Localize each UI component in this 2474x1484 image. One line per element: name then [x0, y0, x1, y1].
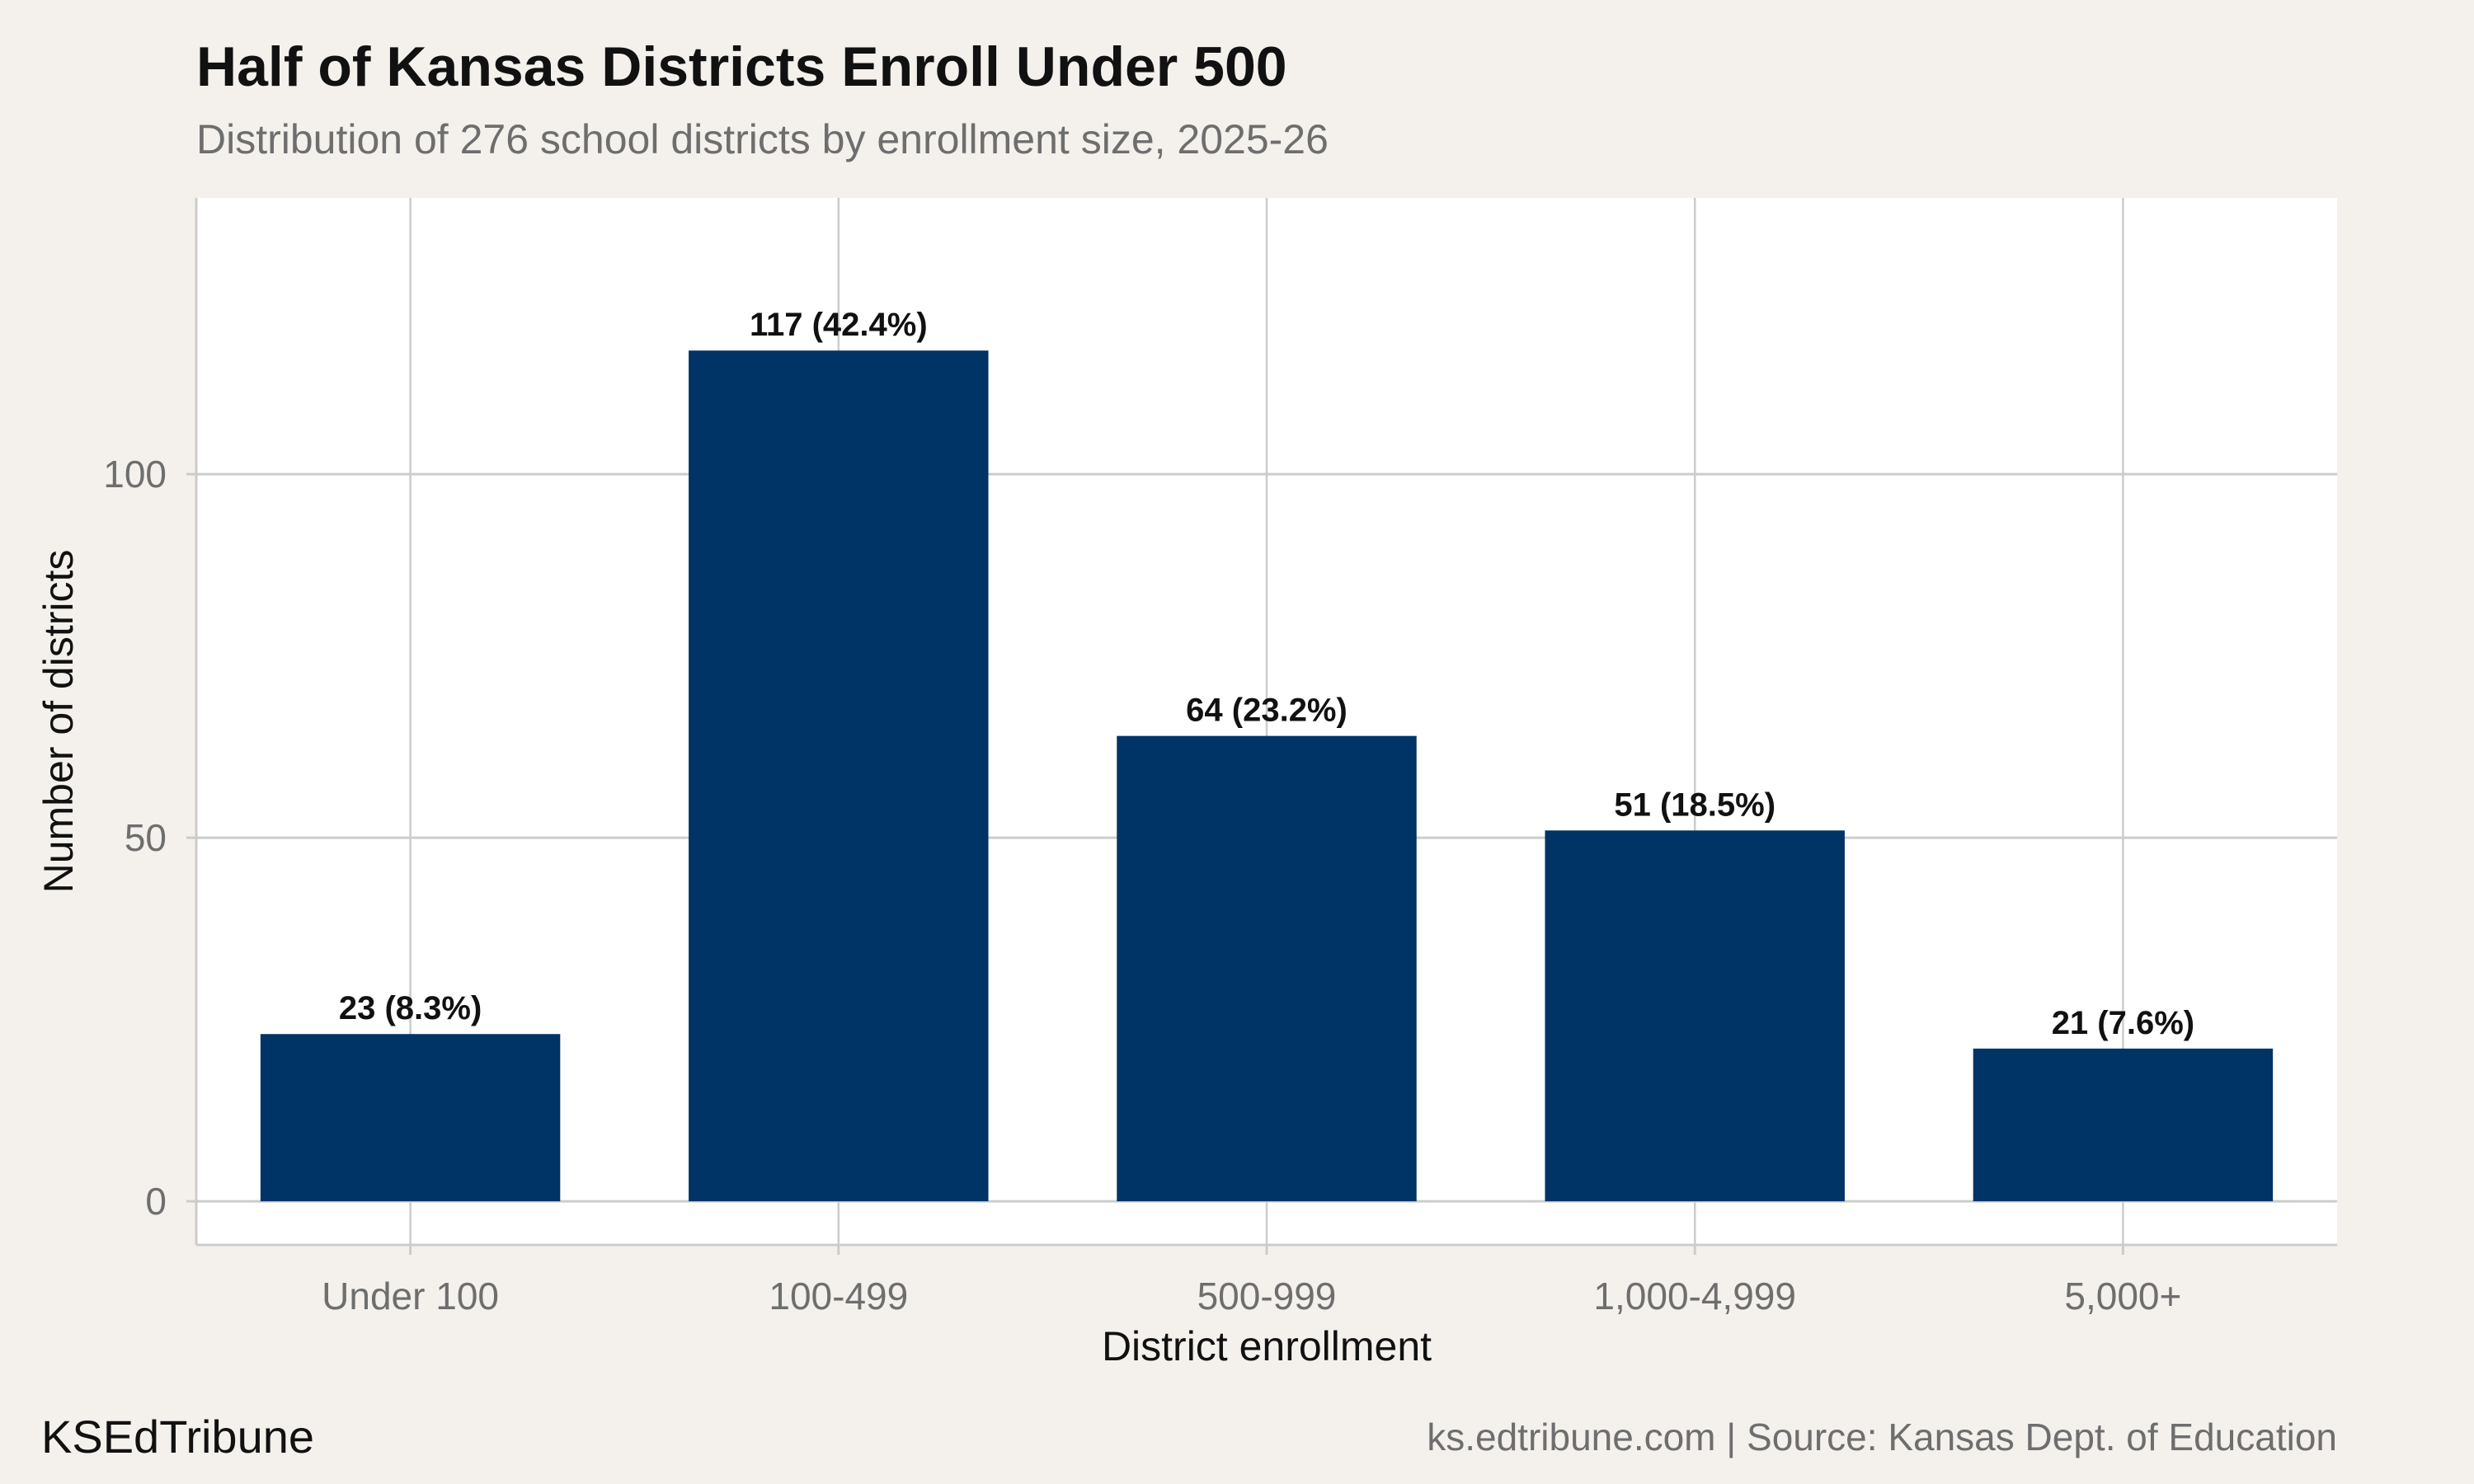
chart-title: Half of Kansas Districts Enroll Under 50…: [196, 35, 1287, 98]
y-tick-label: 50: [125, 816, 167, 859]
y-tick-label: 100: [103, 453, 167, 495]
x-tick-label: 100-499: [769, 1275, 908, 1317]
bar: [1973, 1048, 2274, 1202]
axes: 0 50 100 Under 100 100-499 500-999 1,000-4,999…: [35, 198, 2337, 1369]
source-credit: ks.edtribune.com | Source: Kansas Dept. …: [1427, 1416, 2337, 1458]
x-tick-label: Under 100: [322, 1275, 499, 1317]
data-label: 21 (7.6%): [2052, 1005, 2194, 1041]
x-axis-title: District enrollment: [1102, 1323, 1432, 1369]
y-axis-title: Number of districts: [35, 550, 82, 894]
data-label: 23 (8.3%): [339, 990, 482, 1026]
data-label: 51 (18.5%): [1614, 787, 1776, 823]
bar: [689, 350, 989, 1202]
x-tick-label: 1,000-4,999: [1593, 1275, 1796, 1317]
y-tick-label: 0: [145, 1180, 167, 1223]
bar: [1117, 735, 1417, 1202]
x-tick-label: 5,000+: [2064, 1275, 2181, 1317]
bar: [260, 1034, 561, 1202]
data-label: 64 (23.2%): [1186, 693, 1348, 729]
data-label: 117 (42.4%): [750, 307, 928, 343]
x-tick-label: 500-999: [1197, 1275, 1337, 1317]
data-labels: 23 (8.3%) 117 (42.4%) 64 (23.2%) 51 (18.5%)…: [339, 307, 2194, 1041]
bar: [1545, 830, 1845, 1202]
chart-subtitle: Distribution of 276 school districts by …: [196, 116, 1329, 162]
brand-logo-text: KSEdTribune: [41, 1411, 314, 1463]
bars: [260, 350, 2274, 1202]
